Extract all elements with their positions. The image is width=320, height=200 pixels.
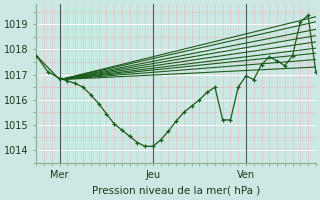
X-axis label: Pression niveau de la mer( hPa ): Pression niveau de la mer( hPa ) xyxy=(92,186,260,196)
